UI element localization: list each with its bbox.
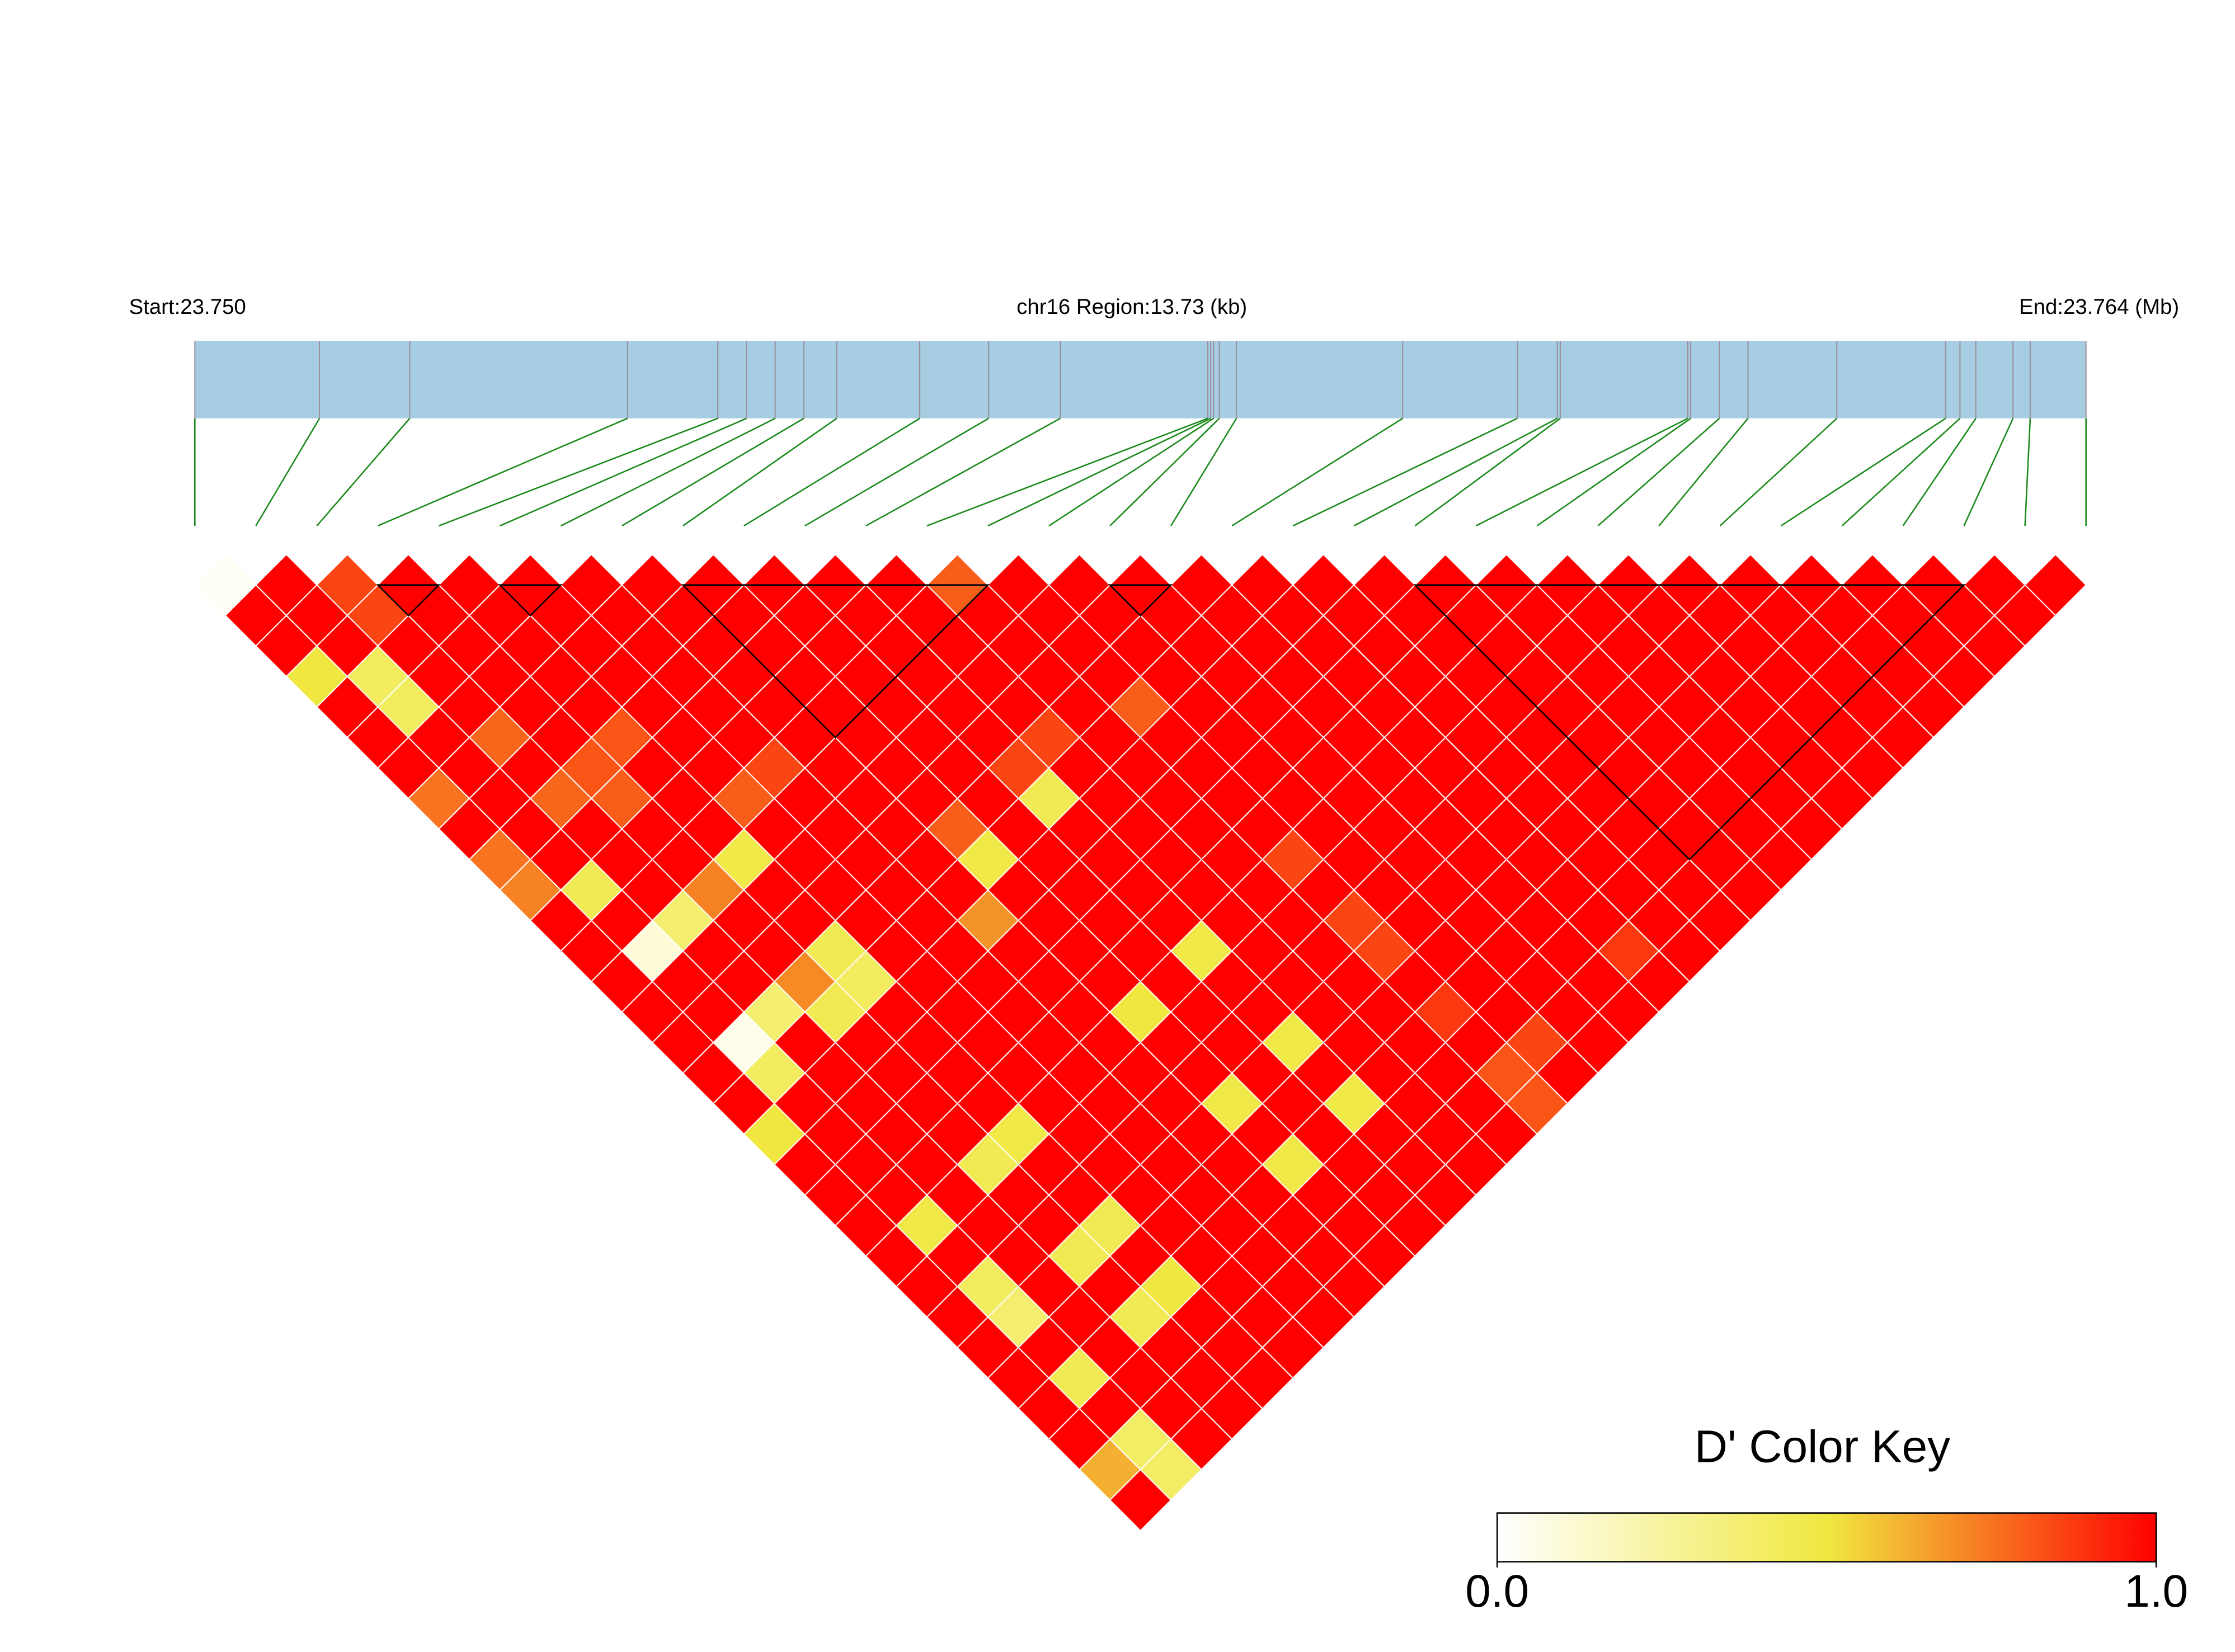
snp-link-line bbox=[377, 417, 628, 527]
snp-link-line bbox=[1963, 418, 2014, 526]
ld-block bbox=[1413, 584, 1966, 861]
key-tick-label: 1.0 bbox=[2124, 1566, 2188, 1617]
snp-link-line bbox=[926, 417, 1208, 527]
color-key-title: D' Color Key bbox=[1695, 1422, 1950, 1472]
snp-link-line bbox=[1597, 417, 1720, 526]
snp-link-line bbox=[1109, 417, 1220, 526]
snp-link-line bbox=[744, 417, 920, 527]
snp-link-line bbox=[1780, 417, 1946, 527]
snp-link-line bbox=[621, 417, 804, 527]
ld-block bbox=[681, 584, 990, 739]
snp-link-line bbox=[1292, 417, 1518, 527]
ld-block bbox=[1108, 584, 1173, 617]
end-label: End:23.764 (Mb) bbox=[2019, 295, 2179, 319]
snp-link-line bbox=[1536, 417, 1691, 526]
snp-link-line bbox=[1902, 418, 1977, 526]
region-label: chr16 Region:13.73 (kb) bbox=[1017, 295, 1247, 319]
snp-link-line bbox=[1719, 417, 1838, 526]
snp-link-line bbox=[1414, 417, 1561, 526]
snp-link-line bbox=[1231, 417, 1403, 527]
color-key-bar bbox=[1496, 1512, 2157, 1562]
ld-block bbox=[498, 584, 563, 617]
snp-link-line bbox=[2024, 418, 2031, 526]
snp-link-line bbox=[987, 417, 1211, 527]
snp-link-line bbox=[316, 418, 411, 526]
snp-link-line bbox=[255, 418, 321, 526]
snp-link-line bbox=[1475, 417, 1688, 527]
snp-link-line bbox=[1353, 417, 1558, 527]
gene-bar bbox=[195, 341, 2086, 418]
snp-link-line bbox=[1658, 418, 1749, 526]
snp-link-line bbox=[804, 417, 989, 527]
start-label: Start:23.750 bbox=[129, 295, 246, 319]
snp-link-line bbox=[499, 417, 747, 527]
snp-link-line bbox=[560, 417, 776, 527]
ld-cell bbox=[1109, 1469, 1172, 1532]
snp-link-line bbox=[1841, 417, 1961, 526]
snp-link-line bbox=[439, 417, 718, 527]
snp-link-line bbox=[1170, 418, 1238, 526]
ld-block bbox=[376, 584, 441, 617]
snp-link-line bbox=[682, 417, 837, 526]
snp-link-line bbox=[1048, 417, 1214, 527]
snp-link-line bbox=[865, 417, 1061, 527]
ld-matrix bbox=[194, 553, 2087, 1532]
key-tick-label: 0.0 bbox=[1465, 1566, 1529, 1617]
